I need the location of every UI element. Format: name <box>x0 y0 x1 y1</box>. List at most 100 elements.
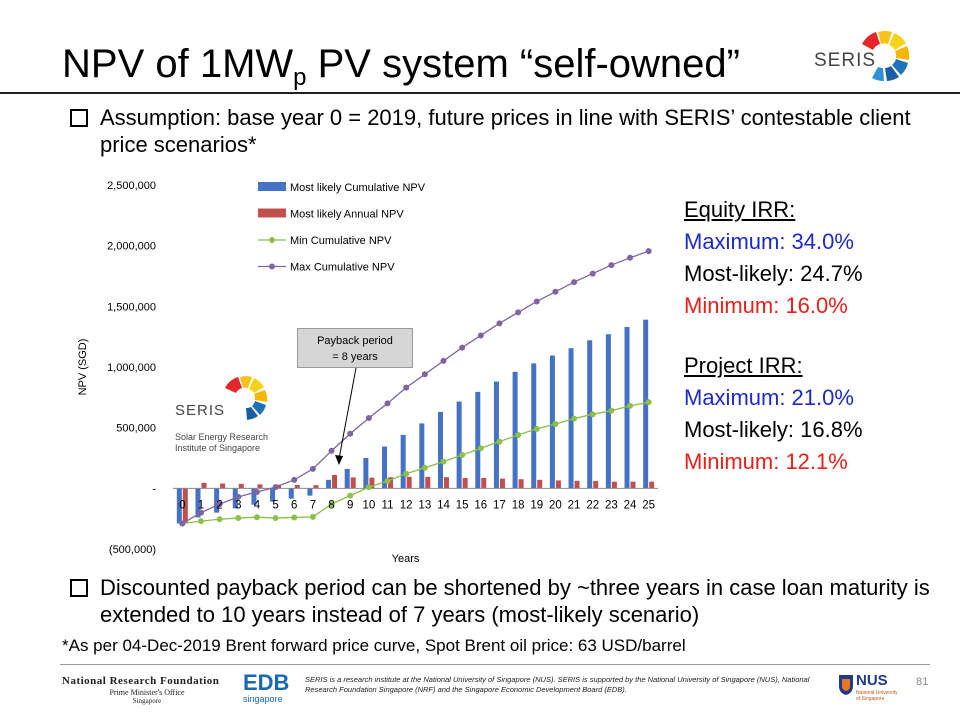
series-point <box>328 447 335 454</box>
series-point <box>496 320 503 327</box>
bar-cumulative-npv <box>400 434 406 489</box>
legend-label: Max Cumulative NPV <box>290 262 395 274</box>
payback-line2: = 8 years <box>332 351 378 363</box>
title-divider <box>0 92 960 94</box>
bar-cumulative-npv <box>624 326 630 489</box>
series-point <box>627 254 634 261</box>
payback-annotation: Payback period = 8 years <box>297 328 413 368</box>
bar-annual-npv <box>294 484 300 489</box>
bar-annual-npv <box>443 477 449 489</box>
legend-swatch <box>258 208 286 218</box>
nrf-office: Prime Minister's Office <box>109 688 185 697</box>
bar-cumulative-npv <box>456 401 462 489</box>
legend-label: Most likely Annual NPV <box>290 209 404 221</box>
x-tick-label: 23 <box>605 499 618 511</box>
series-point <box>552 421 559 428</box>
bar-annual-npv <box>611 481 617 489</box>
payback-line1: Payback period <box>317 335 393 347</box>
series-point <box>291 514 298 521</box>
y-tick-label: 500,000 <box>116 423 156 435</box>
y-axis-label: NPV (SGD) <box>77 339 89 396</box>
bar-cumulative-npv <box>270 488 276 502</box>
bar-annual-npv <box>555 480 561 489</box>
bar-cumulative-npv <box>475 391 481 489</box>
bar-annual-npv <box>462 478 468 489</box>
legend-marker <box>269 237 275 243</box>
bar-cumulative-npv <box>643 319 649 489</box>
bar-cumulative-npv <box>363 458 369 489</box>
bar-annual-npv <box>369 477 375 489</box>
x-tick-label: 6 <box>291 499 297 511</box>
bar-cumulative-npv <box>307 488 313 496</box>
equity-irr-min: Minimum: 16.0% <box>684 293 848 318</box>
series-point <box>179 520 186 527</box>
bar-annual-npv <box>593 481 599 489</box>
edb-logo-main: EDB <box>243 670 290 695</box>
seris-sunburst-icon <box>862 31 910 82</box>
nus-crest-icon <box>839 675 853 695</box>
project-irr-heading: Project IRR: <box>684 353 803 378</box>
bar-annual-npv <box>257 484 263 489</box>
legend-swatch <box>258 182 286 191</box>
series-point <box>627 402 634 409</box>
series-point <box>459 344 466 351</box>
y-tick-label: 2,500,000 <box>107 180 156 192</box>
bar-annual-npv <box>425 476 431 489</box>
bar-annual-npv <box>350 477 356 489</box>
series-point <box>328 501 335 508</box>
x-tick-label: 9 <box>347 499 353 511</box>
series-point <box>197 509 204 516</box>
bar-annual-npv <box>332 474 338 489</box>
nus-logo: NUS National University of Singapore <box>838 672 900 706</box>
series-point <box>235 493 242 500</box>
series-point <box>477 445 484 452</box>
nus-logo-main: NUS <box>856 672 888 689</box>
legend-marker <box>269 263 275 270</box>
series-point <box>477 332 484 339</box>
bar-cumulative-npv <box>326 479 332 489</box>
payback-arrow-head <box>335 455 343 465</box>
x-tick-label: 4 <box>254 499 261 511</box>
x-tick-label: 8 <box>328 499 334 511</box>
nrf-country: Singapore <box>132 697 162 705</box>
x-tick-label: 12 <box>400 499 413 511</box>
series-point <box>253 514 260 521</box>
project-irr: Project IRR: Maximum: 21.0% Most-likely:… <box>684 350 863 478</box>
title-subscript: p <box>293 64 307 91</box>
bar-cumulative-npv <box>512 371 518 489</box>
bar-annual-npv <box>630 481 636 489</box>
title-rest: PV system “self-owned” <box>306 42 740 86</box>
series-point <box>515 431 522 438</box>
bar-cumulative-npv <box>419 423 425 489</box>
series-point <box>235 515 242 522</box>
project-irr-min: Minimum: 12.1% <box>684 449 848 474</box>
x-axis-label: Years <box>392 553 420 565</box>
series-point <box>459 451 466 458</box>
y-tick-label: (500,000) <box>109 544 156 556</box>
series-point <box>347 430 354 437</box>
payback-text: Discounted payback period can be shorten… <box>100 575 930 627</box>
series-point <box>272 515 279 522</box>
series-point <box>645 248 652 255</box>
series-line <box>181 250 649 525</box>
nrf-logo: National Research Foundation Prime Minis… <box>62 675 232 705</box>
series-point <box>533 298 540 305</box>
equity-irr-max: Maximum: 34.0% <box>684 229 854 254</box>
chart-logo-sub1: Solar Energy Research <box>175 432 269 442</box>
page-number: 81 <box>916 676 929 688</box>
series-point <box>589 411 596 418</box>
equity-irr: Equity IRR: Maximum: 34.0% Most-likely: … <box>684 194 863 322</box>
series-point <box>496 438 503 445</box>
series-point <box>403 384 410 391</box>
assumption-text: Assumption: base year 0 = 2019, future p… <box>100 105 911 157</box>
series-point <box>291 476 298 483</box>
series-point <box>384 478 391 485</box>
series-point <box>365 484 372 491</box>
seris-logo-text: SERIS <box>814 50 877 71</box>
bar-annual-npv <box>220 483 226 489</box>
x-tick-label: 19 <box>530 499 543 511</box>
bar-cumulative-npv <box>531 363 537 489</box>
bar-annual-npv <box>537 479 543 489</box>
x-tick-label: 14 <box>437 499 450 511</box>
nus-logo-sub: National University of Singapore <box>856 690 898 702</box>
